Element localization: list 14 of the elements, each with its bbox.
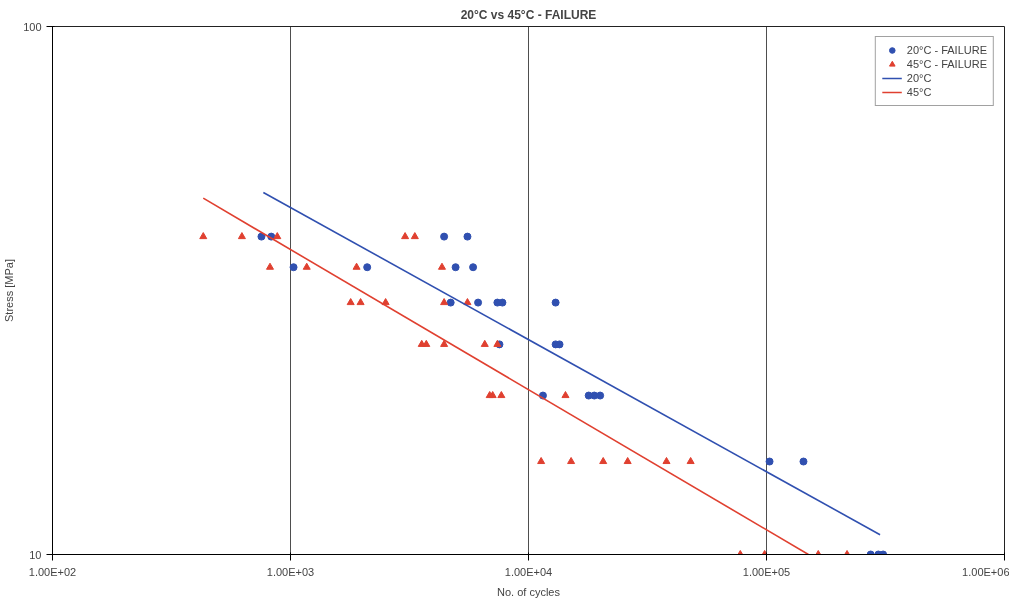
legend-label: 45°C - FAILURE bbox=[906, 57, 987, 71]
x-tick-label: 1.00E+02 bbox=[28, 565, 77, 578]
y-tick-label: 10 bbox=[29, 548, 42, 561]
legend-label: 20°C bbox=[906, 71, 932, 85]
legend-label: 20°C - FAILURE bbox=[906, 43, 987, 57]
x-tick-label: 1.00E+06 bbox=[962, 565, 1010, 578]
x-tick-label: 1.00E+03 bbox=[266, 565, 315, 578]
legend-label: 45°C bbox=[906, 85, 932, 99]
x-axis-title: No. of cycles bbox=[497, 585, 561, 598]
x-tick-label: 1.00E+04 bbox=[504, 565, 553, 578]
chart-title: 20°C vs 45°C - FAILURE bbox=[460, 7, 597, 22]
x-tick-label: 1.00E+05 bbox=[742, 565, 791, 578]
y-tick-label: 100 bbox=[23, 20, 42, 33]
y-axis-title: Stress [MPa] bbox=[3, 259, 16, 322]
